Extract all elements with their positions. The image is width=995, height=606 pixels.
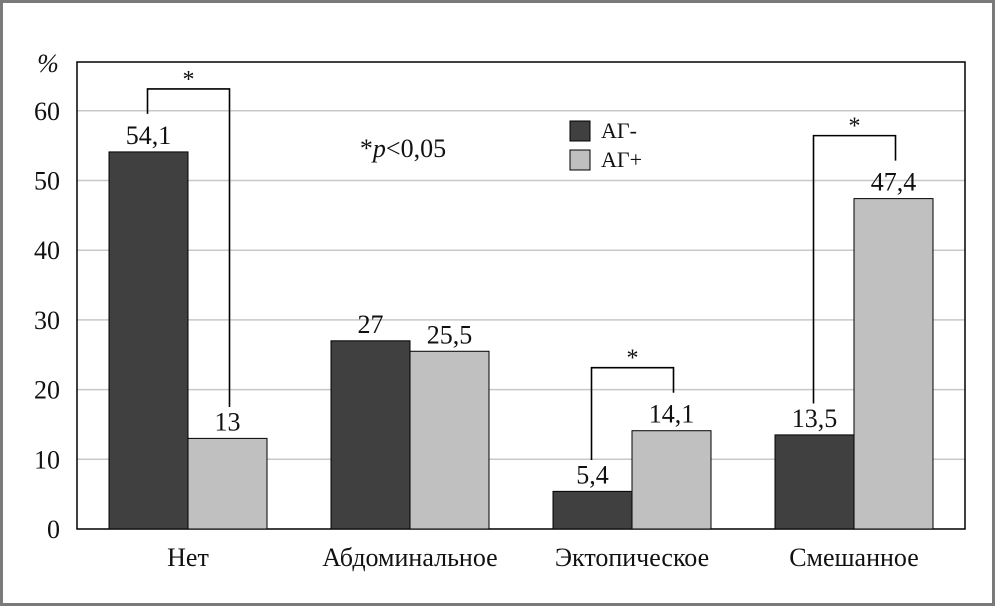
y-axis-ticks: 0 10 20 30 40 50 60: [34, 97, 60, 544]
bars: [108, 151, 934, 530]
y-tick-label: 0: [47, 515, 60, 544]
y-tick-label: 50: [34, 166, 60, 195]
x-tick-label: Нет: [167, 543, 209, 572]
value-label: 47,4: [871, 168, 917, 197]
significance-brackets: * * *: [146, 67, 897, 460]
bar: [631, 430, 712, 530]
bar: [853, 198, 934, 530]
significance-bracket: [590, 366, 675, 460]
legend-label: АГ+: [601, 147, 642, 172]
value-label: 27: [358, 310, 384, 339]
value-label: 13,5: [792, 404, 838, 433]
annotation-italic: p: [371, 134, 386, 163]
p-value-annotation: *p<0,05: [360, 134, 446, 163]
annotation-prefix: *: [360, 134, 373, 163]
bar: [108, 151, 189, 530]
legend-swatch: [569, 120, 591, 142]
x-tick-label: Абдоминальное: [322, 543, 497, 572]
legend-label: АГ-: [601, 118, 637, 143]
bar: [409, 350, 490, 530]
y-tick-label: 60: [34, 97, 60, 126]
legend-swatch: [569, 149, 591, 171]
bar: [552, 490, 633, 530]
y-axis-label: %: [37, 49, 59, 78]
value-label: 54,1: [126, 121, 172, 150]
x-axis-labels: Нет Абдоминальное Эктопическое Смешанное: [167, 543, 919, 572]
bar: [330, 340, 411, 530]
y-tick-label: 30: [34, 306, 60, 335]
value-label: 5,4: [576, 460, 609, 489]
y-tick-label: 10: [34, 445, 60, 474]
x-tick-label: Смешанное: [789, 543, 919, 572]
bar: [774, 434, 855, 530]
bar: [187, 437, 268, 530]
y-tick-label: 40: [34, 236, 60, 265]
value-labels: 54,1 13 27 25,5 5,4 14,1 13,5 47,4: [126, 121, 917, 489]
legend: АГ- АГ+: [569, 118, 642, 172]
value-label: 14,1: [649, 400, 695, 429]
significance-star: *: [627, 346, 639, 372]
significance-star: *: [183, 67, 195, 93]
significance-bracket: [146, 88, 231, 408]
significance-star: *: [849, 114, 861, 140]
significance-bracket: [812, 134, 897, 404]
value-label: 25,5: [427, 320, 473, 349]
x-tick-label: Эктопическое: [555, 543, 709, 572]
annotation-suffix: <0,05: [386, 134, 446, 163]
value-label: 13: [215, 407, 241, 436]
y-tick-label: 20: [34, 376, 60, 405]
plot-area: [76, 61, 966, 530]
